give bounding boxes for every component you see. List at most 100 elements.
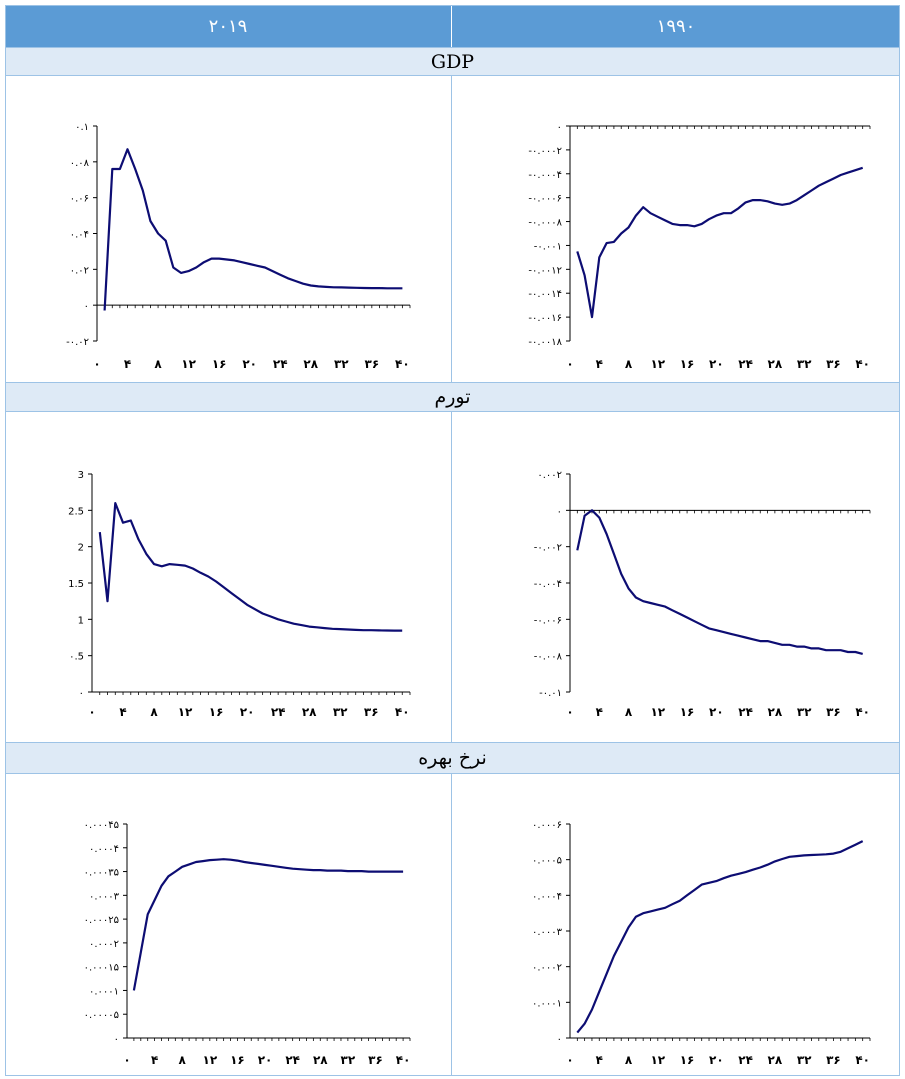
y-tick-label: ۰.۰۰۰۴ [532,891,562,902]
y-tick-label: -۰.۰۰۰۴ [528,170,562,181]
x-tick-label: ۲۰ [240,705,255,719]
x-tick-label: ۴۰ [395,705,410,719]
x-tick-label: ۴ [596,705,603,719]
y-tick-label: ۰.۰۶ [70,194,89,205]
x-tick-label: ۱۲ [650,1053,665,1067]
x-tick-label: ۰ [93,357,100,371]
section-interest-rate-label: نرخ بهره [418,747,487,769]
x-tick-label: ۳۶ [368,1053,383,1067]
y-tick-label: ۰.۰۰۰۱ [532,998,562,1009]
y-tick-label: 2.5 [68,506,84,517]
x-tick-label: ۰ [88,705,95,719]
x-tick-label: ۸ [625,705,633,719]
x-tick-label: ۱۶ [230,1053,245,1067]
divider [451,774,452,1076]
x-tick-label: ۲۴ [285,1053,300,1067]
section-interest-rate: نرخ بهره [5,742,900,774]
x-tick-label: ۱۲ [650,705,665,719]
y-tick-label: 1.5 [68,579,84,590]
x-tick-label: ۳۲ [333,705,348,719]
x-tick-label: ۱۲ [650,357,665,371]
x-tick-label: ۲۴ [271,705,286,719]
divider [451,76,452,382]
x-tick-label: ۴ [151,1053,158,1067]
x-tick-label: ۱۶ [680,705,695,719]
y-tick-label: 1 [78,615,84,626]
column-header-left: ۲۰۱۹ [5,5,451,47]
x-tick-label: ۱۲ [181,357,196,371]
x-tick-label: ۸ [150,705,158,719]
x-tick-label: ۴ [596,357,603,371]
series-line [132,858,404,991]
inflation-1990-chart: -۰.۰۱ -۰.۰۰۸ -۰.۰۰۶ -۰.۰۰۴ -۰.۰۰۲ ۰ ۰.۰۰۲ ۰ ۴ ۸ ۱۲… [534,470,871,719]
x-tick-label: ۴ [119,705,126,719]
series-line [576,166,864,319]
y-tick-label: ۰ [84,301,89,312]
x-tick-label: ۲۴ [273,357,288,371]
x-tick-label: ۲۰ [242,357,257,371]
y-tick-label: -۰.۰۰۱۲ [528,265,562,276]
column-header-left-label: ۲۰۱۹ [208,15,248,37]
series-line [98,501,403,632]
x-tick-label: ۲۴ [738,1053,753,1067]
x-tick-label: ۰ [123,1053,130,1067]
series-line [103,148,403,311]
section-gdp: GDP [5,47,900,76]
x-tick-label: ۴ [596,1053,603,1067]
column-header-right-label: ۱۹۹۰ [656,15,696,37]
x-tick-label: ۱۶ [212,357,227,371]
x-tick-label: ۲۸ [768,357,783,371]
x-tick-label: ۳۲ [797,357,812,371]
x-tick-label: ۴۰ [395,357,410,371]
x-tick-label: ۳۶ [826,705,841,719]
x-tick-label: ۸ [154,357,162,371]
series-line [576,509,863,655]
y-tick-label: 2 [78,543,84,554]
y-tick-label: ۰.۰۰۰۳ [532,927,563,938]
y-tick-label: ۰.5 [69,652,84,663]
y-tick-label: ۰.۰۰۰۶ [532,820,562,831]
y-tick-label: -۰.۰۰۸ [534,652,563,663]
divider [451,412,452,742]
x-tick-label: ۰ [566,1053,573,1067]
y-tick-label: ۰ [79,688,84,699]
y-tick-label: -۰.۰۰۶ [534,615,562,626]
x-tick-label: ۸ [179,1053,187,1067]
section-inflation-label: تورم [434,386,471,408]
y-tick-label: ۰.۰۰۰۱ [89,986,119,997]
x-tick-label: ۳۲ [797,1053,812,1067]
x-tick-label: ۳۲ [797,705,812,719]
y-tick-label: ۰.۰۰۰۲ [89,939,119,950]
x-tick-label: ۳۶ [826,357,841,371]
x-tick-label: ۴۰ [855,705,870,719]
y-tick-label: ۰.۰۰۰۳۵ [84,868,119,879]
y-tick-label: ۰.۰۰۰۰۵ [84,1010,119,1021]
gdp-2019-chart: -۰.۰۲ ۰ ۰.۰۲ ۰.۰۴ ۰.۰۶ ۰.۰۸ ۰.۱ ۰ ۴ ۸ ۱۲ ۱۶ ۲۰ ۲۴ ۲۸ ۳۲… [66,122,411,371]
y-tick-label: ۰.۰۰۰۵ [532,856,562,867]
x-tick-label: ۴۰ [855,357,870,371]
x-tick-label: ۱۲ [203,1053,218,1067]
interest-1990-chart: ۰ ۰.۰۰۰۱ ۰.۰۰۰۲ ۰.۰۰۰۳ ۰.۰۰۰۴ ۰.۰۰۰۵ ۰.۰۰۰۶ ۰ ۴ ۸… [532,820,871,1067]
y-tick-label: -۰.۰۰۱۸ [528,337,562,348]
x-tick-label: ۲۸ [313,1053,328,1067]
x-tick-label: ۳۶ [365,357,380,371]
x-tick-label: ۲۴ [738,357,753,371]
y-tick-label: -۰.۰۰۰۲ [528,146,562,157]
x-tick-label: ۱۶ [209,705,224,719]
y-tick-label: -۰.۰۰۰۸ [528,218,562,229]
x-tick-label: ۸ [625,1053,633,1067]
x-tick-label: ۳۲ [334,357,349,371]
y-tick-label: ۰.۰۸ [70,158,90,169]
x-tick-label: ۴۰ [396,1053,411,1067]
gdp-1990-chart: -۰.۰۰۱۸ -۰.۰۰۱۶ -۰.۰۰۱۴ -۰.۰۰۱۲ -۰.۰۰۱ -۰.۰۰۰… [528,122,871,371]
y-tick-label: ۰.۰۲ [70,265,89,276]
y-tick-label: -۰.۰۰۲ [534,543,562,554]
y-tick-label: -۰.۰۰۱ [534,241,562,252]
section-gdp-label: GDP [430,50,475,73]
y-tick-label: -۰.۰۰۱۴ [528,289,562,300]
x-tick-label: ۰ [566,705,573,719]
column-header-right: ۱۹۹۰ [452,5,900,47]
y-tick-label: -۰.۰۰۱۶ [528,313,562,324]
x-tick-label: ۳۶ [826,1053,841,1067]
